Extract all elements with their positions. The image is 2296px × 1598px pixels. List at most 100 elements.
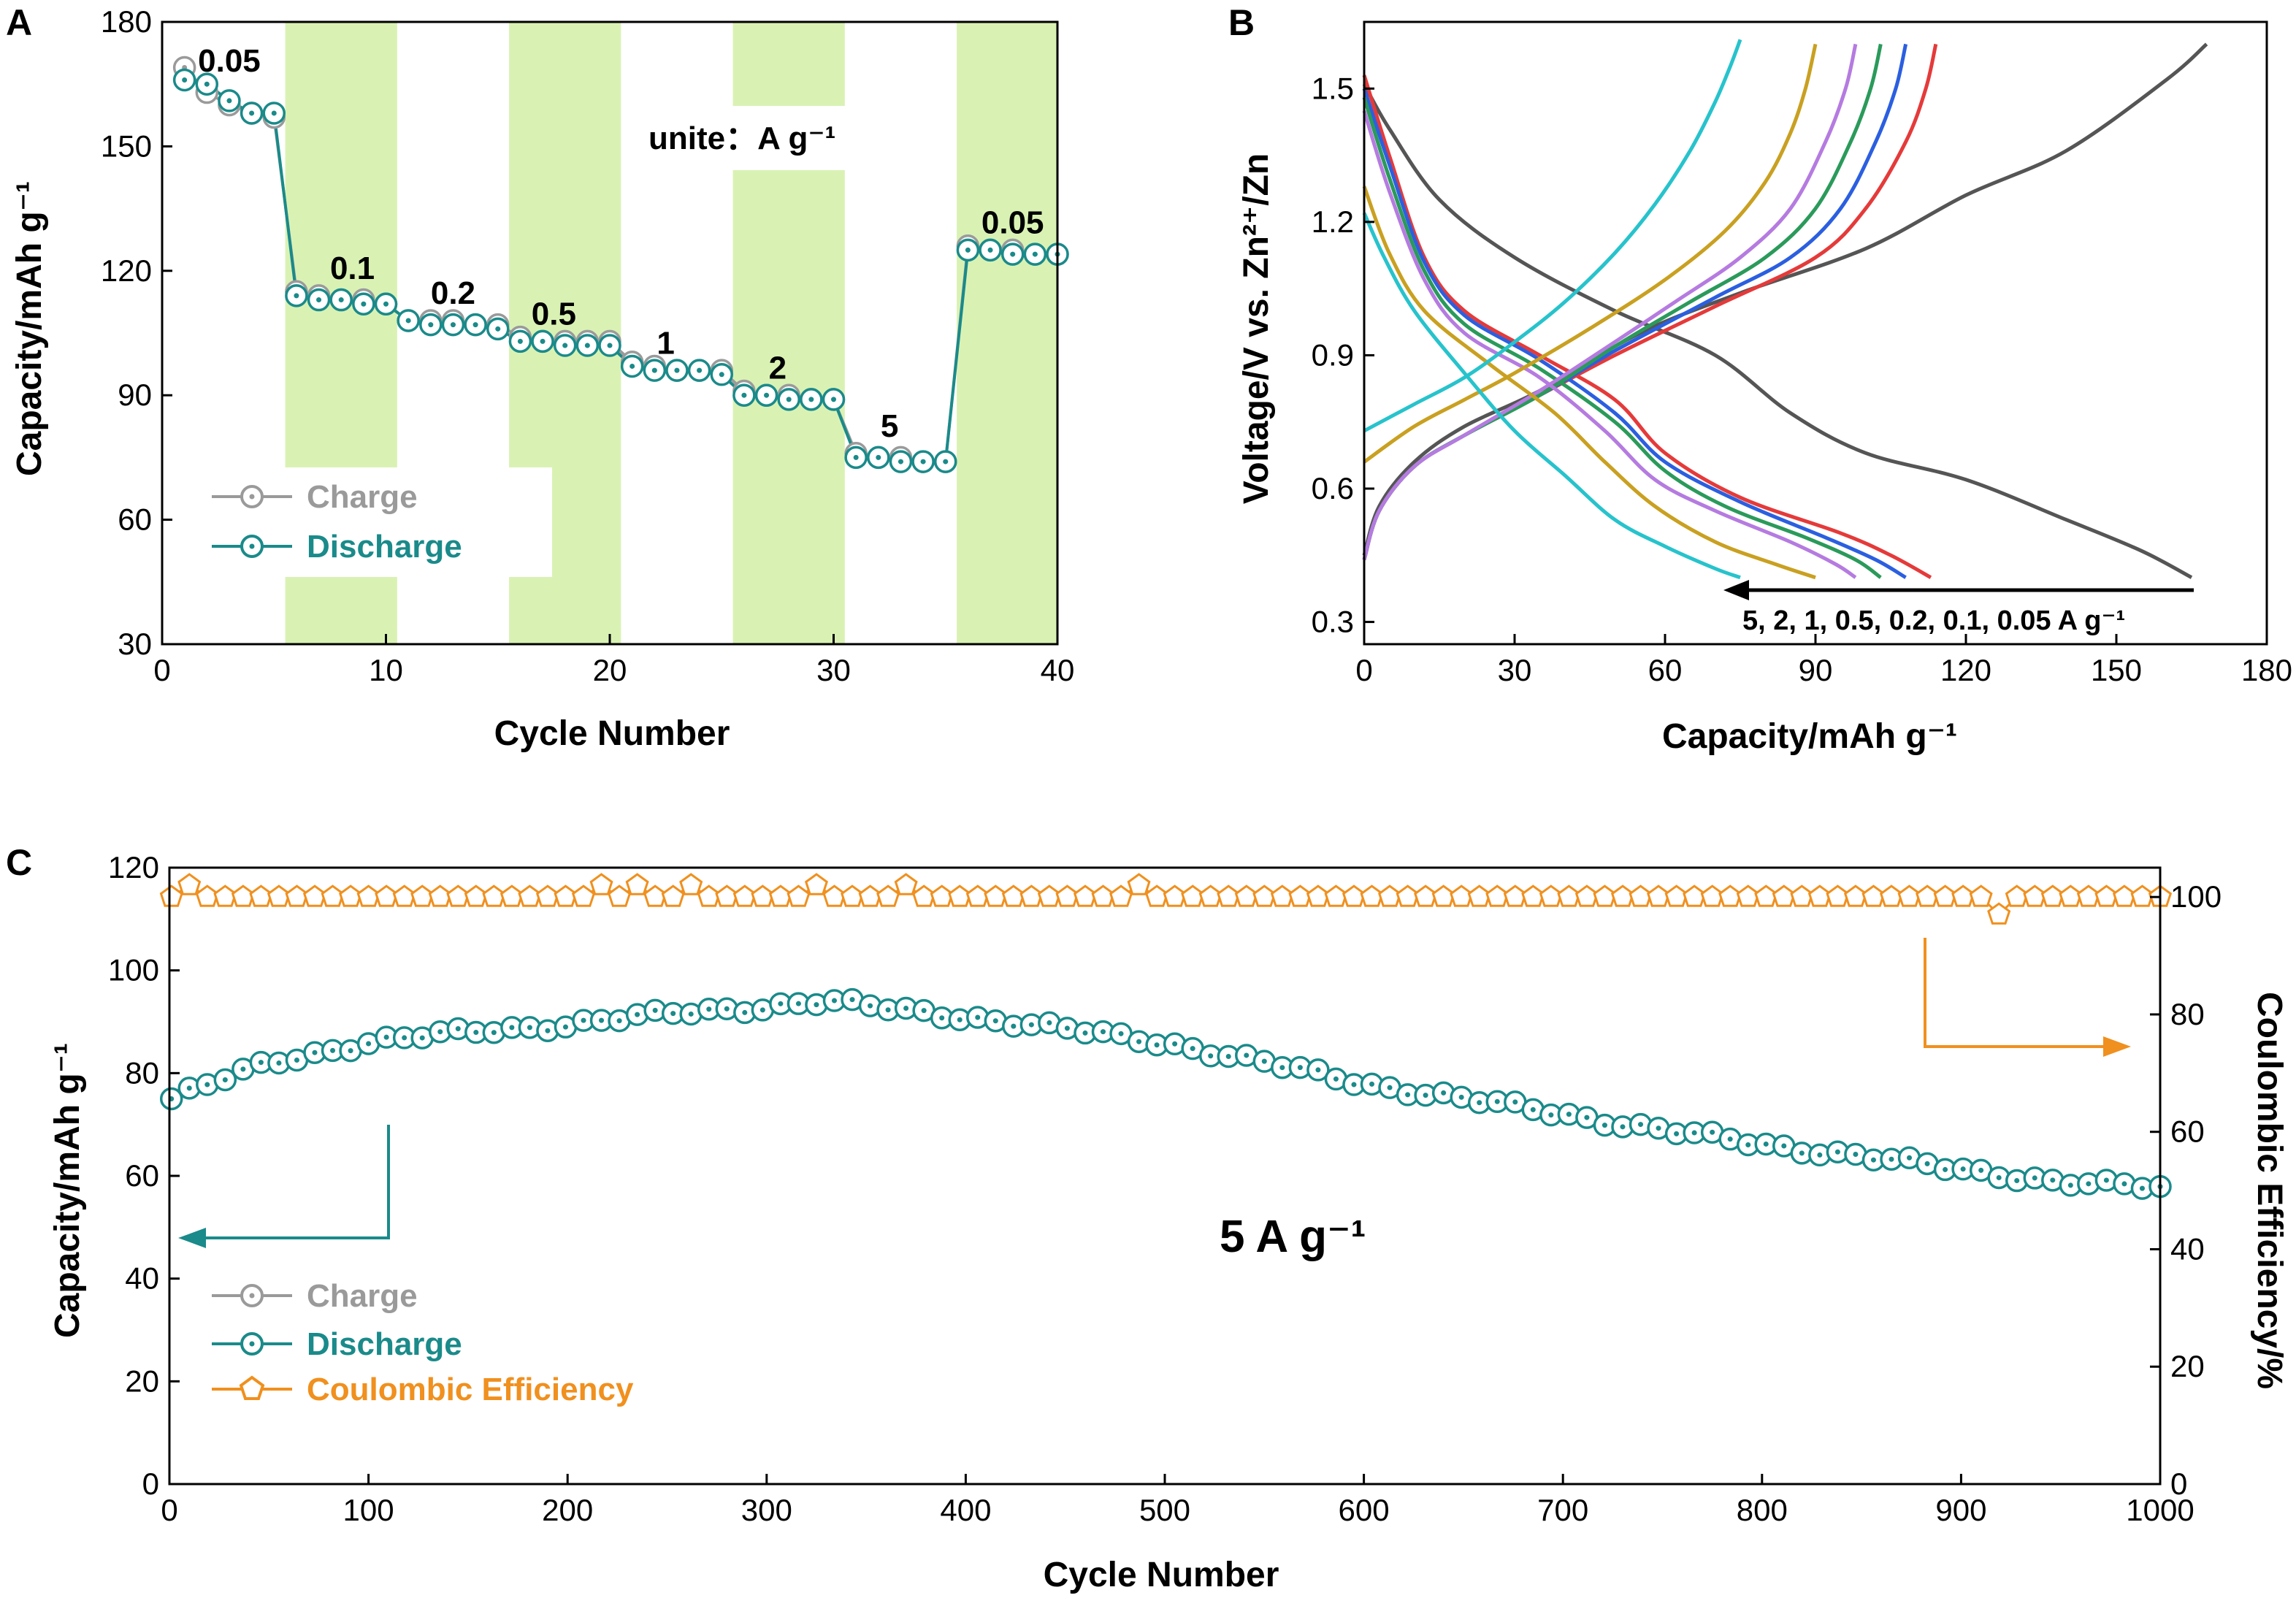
c-x-tick-label: 300 [741, 1493, 792, 1527]
c-discharge-point-dot [348, 1048, 353, 1054]
b-x-tick-label: 150 [2091, 653, 2142, 687]
a-x-axis-title: Cycle Number [494, 714, 730, 753]
c-legend-ce-label: Coulombic Efficiency [307, 1372, 634, 1407]
c-discharge-point-dot [1136, 1039, 1142, 1044]
c-discharge-point-dot [2067, 1182, 2073, 1188]
c-x-tick-label: 600 [1339, 1493, 1390, 1527]
c-efficiency-axis-arrow [1924, 938, 2103, 1048]
a-discharge-point-dot [1010, 251, 1016, 257]
c-ce-point [804, 873, 828, 895]
c-x-tick-label: 0 [161, 1493, 177, 1527]
c-discharge-point-dot [1011, 1023, 1017, 1029]
c-ce-point [876, 884, 900, 907]
c-ce-point [894, 873, 918, 895]
a-x-tick-label: 0 [153, 653, 170, 687]
b-discharge-curve [1362, 88, 1907, 579]
c-y2-tick-label: 60 [2170, 1115, 2205, 1149]
c-discharge-point-dot [1745, 1142, 1751, 1147]
c-discharge-point-dot [527, 1025, 532, 1031]
c-discharge-point-dot [1441, 1090, 1447, 1096]
c-discharge-point-dot [2103, 1177, 2109, 1183]
c-discharge-point-dot [635, 1012, 640, 1017]
c-discharge-point-dot [1638, 1122, 1644, 1128]
a-rate-band [957, 22, 1057, 644]
c-ce-point [571, 884, 596, 907]
b-discharge-curve [1362, 212, 1741, 580]
b-y-tick-label: 0.9 [1312, 337, 1354, 372]
c-discharge-point-dot [1512, 1099, 1518, 1105]
c-discharge-point-dot [258, 1060, 264, 1066]
c-discharge-point-dot [1889, 1156, 1894, 1162]
c-discharge-point-dot [2139, 1185, 2145, 1191]
c-y2-tick-label: 80 [2170, 997, 2205, 1031]
c-discharge-point-dot [1387, 1085, 1393, 1090]
c-discharge-point-dot [294, 1058, 299, 1063]
c-discharge-point-dot [1566, 1112, 1572, 1117]
a-discharge-point-dot [226, 98, 232, 104]
a-axis-ticks: 0 10 20 30 40 30 60 90 120 150 180 [101, 4, 1074, 687]
c-y-axis-title: Capacity/mAh g⁻¹ [48, 1043, 87, 1338]
c-discharge-point-dot [509, 1025, 515, 1031]
a-discharge-point-dot [831, 397, 836, 402]
c-discharge-point-dot [1781, 1143, 1787, 1149]
a-rate-label: 1 [657, 325, 674, 361]
c-y2-axis-title: Coulombic Efficiency/% [2250, 992, 2289, 1389]
a-legend-charge-dot [249, 494, 255, 500]
c-discharge-point-dot [1548, 1112, 1554, 1118]
c-discharge-point-dot [1118, 1031, 1124, 1036]
a-legend-charge-label: Charge [307, 479, 418, 515]
a-discharge-point-dot [630, 363, 635, 369]
c-y-tick-label: 0 [142, 1467, 159, 1501]
a-discharge-point-dot [898, 459, 903, 465]
c-discharge-point-dot [688, 1011, 694, 1017]
a-unit-note-background [635, 106, 898, 170]
a-discharge-point-dot [719, 372, 724, 378]
c-discharge-point-dot [222, 1077, 228, 1082]
c-discharge-point-dot [1046, 1020, 1052, 1025]
c-capacity-axis-arrow-head [178, 1228, 206, 1248]
b-rate-arrow-label: 5, 2, 1, 0.5, 0.2, 0.1, 0.05 A g⁻¹ [1742, 605, 2125, 636]
c-discharge-point-dot [1870, 1157, 1876, 1163]
b-discharge-curve [1362, 96, 1882, 579]
c-x-tick-label: 900 [1935, 1493, 1986, 1527]
c-discharge-point-dot [1208, 1053, 1214, 1059]
b-discharge-curve [1362, 110, 1857, 579]
panel-b-charge-discharge-curves: 0 30 60 90 120 150 180 0.3 0.6 0.9 1.2 1.5 5, 2, 1,… [1237, 20, 2292, 756]
c-ce-point [1109, 884, 1133, 907]
c-discharge-point-dot [706, 1006, 712, 1012]
c-ce-point [661, 884, 685, 907]
c-discharge-point-dot [473, 1030, 479, 1036]
c-x-tick-label: 400 [940, 1493, 991, 1527]
panel-a-rate-capability-chart: 0 10 20 30 40 30 60 90 120 150 180 0.05 0.1 0.2 0.5 1 2… [10, 4, 1074, 753]
a-rate-label: 0.05 [981, 205, 1044, 241]
b-x-tick-label: 0 [1355, 653, 1372, 687]
a-discharge-point-dot [249, 110, 255, 116]
c-discharge-point-dot [312, 1050, 318, 1055]
b-y-tick-label: 0.6 [1312, 471, 1354, 505]
c-discharge-point-dot [1100, 1029, 1106, 1035]
c-discharge-point-dot [581, 1017, 586, 1023]
a-y-tick-label: 180 [101, 4, 152, 39]
c-discharge-point-dot [1225, 1054, 1231, 1060]
c-discharge-point-dot [1996, 1174, 2002, 1180]
c-discharge-point-dot [1261, 1058, 1267, 1064]
a-discharge-point-dot [517, 338, 523, 344]
b-y-tick-label: 1.5 [1312, 71, 1354, 105]
b-x-tick-label: 90 [1799, 653, 1833, 687]
c-discharge-point-dot [1279, 1065, 1285, 1071]
a-legend-background [165, 467, 552, 577]
b-charge-curve [1363, 39, 1742, 433]
c-discharge-point-dot [1369, 1081, 1375, 1087]
c-current-density-label: 5 A g⁻¹ [1220, 1212, 1366, 1262]
c-discharge-point-dot [1244, 1052, 1250, 1058]
c-discharge-point-dot [1028, 1022, 1034, 1028]
a-discharge-point-dot [405, 318, 411, 324]
c-discharge-point-dot [1924, 1161, 1930, 1166]
a-discharge-point-dot [741, 392, 747, 398]
c-discharge-point-dot [1423, 1093, 1428, 1098]
b-y-tick-label: 0.3 [1312, 605, 1354, 639]
c-discharge-point-dot [1064, 1025, 1070, 1031]
c-discharge-point-dot [1458, 1094, 1464, 1100]
c-ce-point [159, 884, 183, 907]
a-x-tick-label: 30 [816, 653, 851, 687]
